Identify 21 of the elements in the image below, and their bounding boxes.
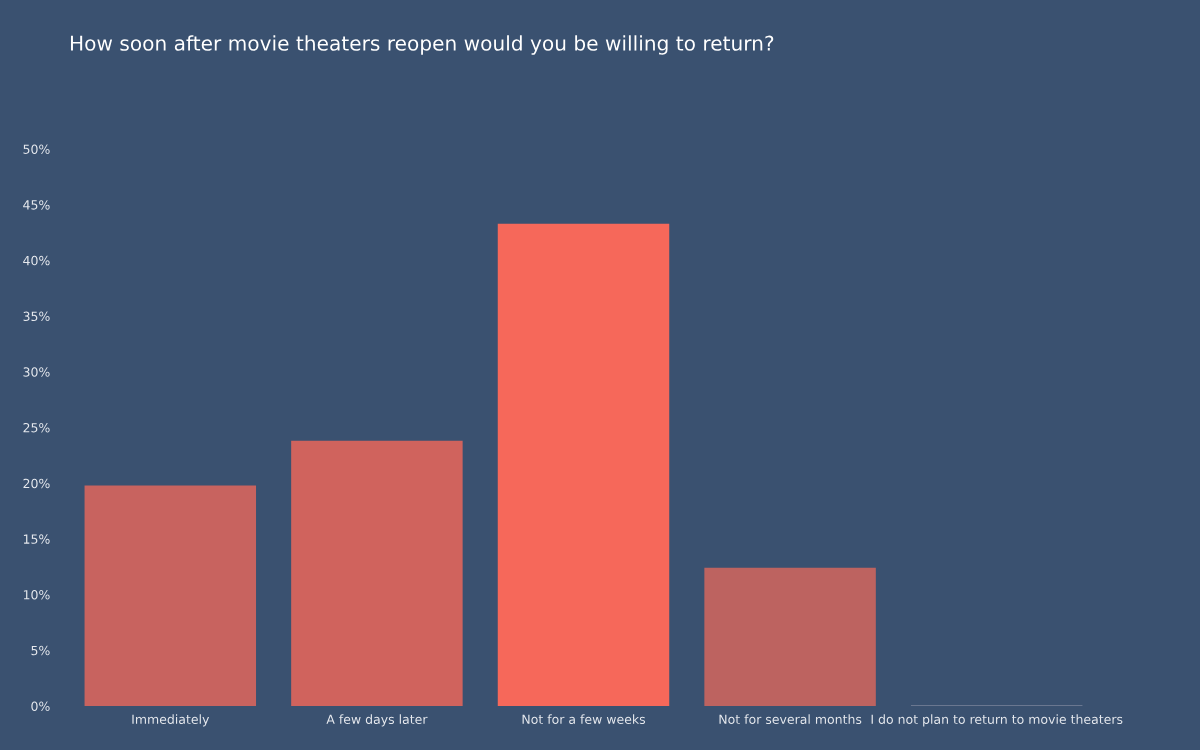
x-tick-label: A few days later bbox=[326, 714, 428, 727]
bar bbox=[291, 440, 463, 706]
y-tick-label: 10% bbox=[23, 590, 50, 600]
y-tick-label: 45% bbox=[23, 200, 50, 210]
bar bbox=[84, 485, 257, 706]
chart-title: How soon after movie theaters reopen would you be willing to return? bbox=[70, 35, 774, 55]
y-tick-label: 20% bbox=[23, 478, 50, 489]
y-tick-label: 50% bbox=[23, 144, 50, 154]
y-tick-label: 30% bbox=[23, 367, 50, 377]
y-tick-label: 40% bbox=[23, 255, 50, 266]
y-tick-label: 5% bbox=[31, 645, 50, 656]
bar bbox=[497, 223, 670, 706]
x-tick-label: Not for several months bbox=[719, 714, 862, 725]
x-tick-label: Not for a few weeks bbox=[522, 714, 646, 725]
x-tick-label: Immediately bbox=[132, 714, 210, 727]
y-tick-label: 25% bbox=[23, 422, 50, 433]
bar bbox=[704, 567, 876, 706]
y-tick-label: 15% bbox=[23, 534, 50, 544]
y-tick-label: 35% bbox=[23, 311, 50, 322]
x-tick-label: I do not plan to return to movie theaters bbox=[871, 714, 1123, 727]
y-tick-label: 0% bbox=[31, 701, 50, 711]
